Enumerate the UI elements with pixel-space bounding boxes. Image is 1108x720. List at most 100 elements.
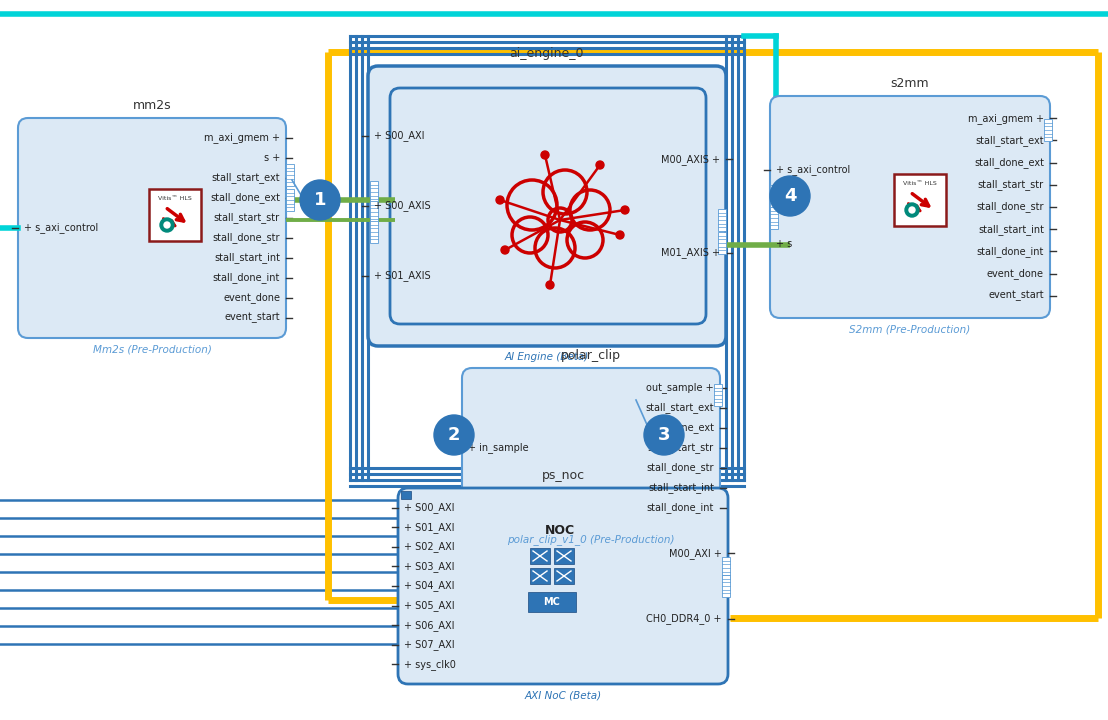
FancyBboxPatch shape — [894, 174, 946, 226]
Text: + S06_AXI: + S06_AXI — [404, 620, 454, 631]
Text: stall_done_str: stall_done_str — [646, 462, 714, 474]
Text: AI Engine (Beta): AI Engine (Beta) — [505, 352, 589, 362]
FancyBboxPatch shape — [401, 491, 411, 499]
Text: M00_AXI +: M00_AXI + — [669, 548, 722, 559]
Text: + s: + s — [776, 239, 792, 249]
Text: + s_axi_control: + s_axi_control — [776, 165, 850, 176]
FancyBboxPatch shape — [462, 368, 720, 528]
FancyBboxPatch shape — [370, 221, 378, 243]
Text: stall_start_ext: stall_start_ext — [212, 173, 280, 184]
FancyBboxPatch shape — [770, 185, 778, 207]
Text: out_sample +: out_sample + — [646, 382, 714, 393]
FancyBboxPatch shape — [770, 96, 1050, 318]
FancyBboxPatch shape — [718, 209, 726, 231]
Text: + S00_AXI: + S00_AXI — [375, 130, 424, 141]
FancyBboxPatch shape — [370, 201, 378, 223]
Text: s +: s + — [264, 153, 280, 163]
Text: polar_clip: polar_clip — [561, 349, 620, 362]
FancyBboxPatch shape — [722, 557, 730, 579]
Text: mm2s: mm2s — [133, 99, 172, 112]
Text: 4: 4 — [783, 187, 797, 205]
Circle shape — [434, 415, 474, 455]
Text: + S01_AXIS: + S01_AXIS — [375, 271, 431, 282]
Circle shape — [909, 207, 915, 213]
Text: stall_done_int: stall_done_int — [213, 273, 280, 284]
Circle shape — [541, 151, 548, 159]
Text: event_start: event_start — [988, 291, 1044, 301]
Text: stall_start_int: stall_start_int — [648, 482, 714, 493]
Text: event_start: event_start — [225, 312, 280, 323]
Circle shape — [546, 281, 554, 289]
Text: m_axi_gmem +: m_axi_gmem + — [968, 113, 1044, 124]
Text: + S01_AXI: + S01_AXI — [404, 522, 454, 533]
Text: + in_sample: + in_sample — [468, 443, 529, 454]
FancyBboxPatch shape — [1044, 119, 1051, 141]
Text: stall_start_int: stall_start_int — [978, 224, 1044, 235]
FancyBboxPatch shape — [554, 548, 574, 564]
Circle shape — [644, 415, 684, 455]
FancyBboxPatch shape — [398, 488, 728, 684]
Text: S2mm (Pre-Production): S2mm (Pre-Production) — [850, 324, 971, 334]
FancyBboxPatch shape — [554, 568, 574, 584]
Text: + S03_AXI: + S03_AXI — [404, 561, 454, 572]
Text: stall_start_ext: stall_start_ext — [975, 135, 1044, 146]
Circle shape — [164, 222, 170, 228]
Text: M01_AXIS +: M01_AXIS + — [661, 247, 720, 258]
Text: stall_done_ext: stall_done_ext — [211, 192, 280, 204]
Text: stall_done_str: stall_done_str — [213, 233, 280, 243]
Text: s2mm: s2mm — [891, 77, 930, 90]
Circle shape — [616, 231, 624, 239]
Circle shape — [160, 218, 174, 232]
Text: polar_clip_v1_0 (Pre-Production): polar_clip_v1_0 (Pre-Production) — [507, 534, 675, 545]
Text: ps_noc: ps_noc — [542, 469, 585, 482]
Text: + S05_AXI: + S05_AXI — [404, 600, 454, 611]
Text: event_done: event_done — [223, 292, 280, 303]
Text: + S00_AXI: + S00_AXI — [404, 502, 454, 513]
Text: stall_done_int: stall_done_int — [976, 246, 1044, 257]
Text: 1: 1 — [314, 191, 326, 209]
Text: NOC: NOC — [545, 523, 575, 536]
Text: + S02_AXI: + S02_AXI — [404, 541, 454, 552]
Circle shape — [300, 180, 340, 220]
FancyBboxPatch shape — [286, 189, 294, 211]
FancyBboxPatch shape — [530, 548, 550, 564]
Text: Vitis™ HLS: Vitis™ HLS — [158, 196, 192, 200]
Text: m_axi_gmem +: m_axi_gmem + — [204, 132, 280, 143]
Text: 3: 3 — [658, 426, 670, 444]
Circle shape — [770, 176, 810, 216]
Text: MC: MC — [544, 597, 561, 607]
Text: stall_done_ext: stall_done_ext — [974, 157, 1044, 168]
Text: M00_AXIS +: M00_AXIS + — [661, 154, 720, 165]
Text: CH0_DDR4_0 +: CH0_DDR4_0 + — [646, 613, 722, 624]
Text: + S04_AXI: + S04_AXI — [404, 580, 454, 591]
Text: stall_start_str: stall_start_str — [214, 212, 280, 223]
Text: Mm2s (Pre-Production): Mm2s (Pre-Production) — [93, 344, 212, 354]
Circle shape — [501, 246, 509, 254]
FancyBboxPatch shape — [390, 88, 706, 324]
Circle shape — [620, 206, 629, 214]
FancyBboxPatch shape — [722, 575, 730, 597]
FancyBboxPatch shape — [370, 181, 378, 203]
Text: + S00_AXIS: + S00_AXIS — [375, 201, 431, 212]
Text: + sys_clk0: + sys_clk0 — [404, 659, 455, 670]
Text: stall_start_str: stall_start_str — [648, 443, 714, 454]
FancyBboxPatch shape — [148, 189, 201, 241]
Circle shape — [496, 196, 504, 204]
Text: + S07_AXI: + S07_AXI — [404, 639, 454, 650]
Circle shape — [596, 161, 604, 169]
Text: stall_done_int: stall_done_int — [647, 503, 714, 513]
Text: stall_done_str: stall_done_str — [976, 202, 1044, 212]
Text: 2: 2 — [448, 426, 460, 444]
FancyBboxPatch shape — [718, 232, 726, 254]
Text: stall_start_int: stall_start_int — [214, 253, 280, 264]
Text: Vitis™ HLS: Vitis™ HLS — [903, 181, 937, 186]
Text: ai_engine_0: ai_engine_0 — [510, 47, 584, 60]
FancyBboxPatch shape — [714, 384, 722, 406]
Text: AXI NoC (Beta): AXI NoC (Beta) — [524, 690, 602, 700]
Text: stall_done_ext: stall_done_ext — [644, 423, 714, 433]
FancyBboxPatch shape — [286, 164, 294, 186]
FancyBboxPatch shape — [530, 568, 550, 584]
FancyBboxPatch shape — [529, 592, 576, 612]
Text: stall_start_str: stall_start_str — [978, 179, 1044, 190]
Circle shape — [905, 203, 919, 217]
